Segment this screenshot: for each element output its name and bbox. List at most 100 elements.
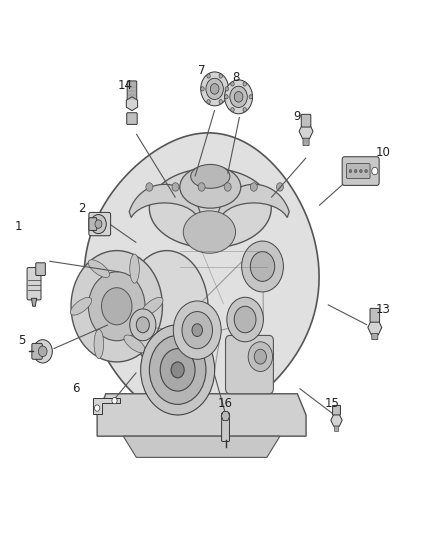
Circle shape [192,324,202,336]
Text: 9: 9 [293,110,301,124]
Circle shape [231,82,234,86]
FancyBboxPatch shape [370,309,380,322]
Circle shape [171,362,184,378]
Ellipse shape [130,254,139,283]
Circle shape [219,74,223,78]
Text: 10: 10 [376,146,391,159]
FancyBboxPatch shape [222,413,230,441]
Text: 16: 16 [218,397,233,410]
Circle shape [33,340,52,363]
FancyBboxPatch shape [346,164,370,179]
Ellipse shape [88,260,110,278]
Circle shape [160,349,195,391]
Circle shape [39,346,47,357]
Text: 1: 1 [15,220,22,233]
Circle shape [112,398,117,404]
Circle shape [71,251,162,362]
Text: 8: 8 [233,71,240,84]
Circle shape [225,80,253,114]
Circle shape [231,108,234,112]
Circle shape [251,252,275,281]
Circle shape [207,74,210,78]
Circle shape [276,183,283,191]
Polygon shape [32,298,37,306]
Circle shape [349,169,352,173]
Polygon shape [93,398,120,414]
Circle shape [198,183,205,191]
FancyBboxPatch shape [303,138,309,146]
FancyBboxPatch shape [301,114,311,127]
Ellipse shape [180,166,241,208]
Circle shape [234,306,256,333]
Circle shape [227,297,263,342]
Polygon shape [123,436,280,457]
Polygon shape [84,133,319,421]
Circle shape [254,349,266,364]
Ellipse shape [142,297,163,315]
FancyBboxPatch shape [334,426,339,431]
Polygon shape [221,411,230,421]
Text: 2: 2 [78,201,86,215]
FancyBboxPatch shape [127,113,137,124]
Circle shape [95,220,102,228]
FancyBboxPatch shape [127,81,137,103]
Polygon shape [331,414,342,426]
Circle shape [243,108,247,112]
Ellipse shape [124,335,145,353]
Circle shape [88,272,145,341]
Circle shape [201,72,229,106]
Circle shape [95,405,100,411]
Circle shape [172,183,179,191]
Circle shape [225,95,228,99]
FancyBboxPatch shape [332,406,340,415]
Ellipse shape [94,329,104,359]
Circle shape [234,92,243,102]
FancyBboxPatch shape [342,157,379,185]
Ellipse shape [125,251,208,367]
Circle shape [251,183,257,191]
Polygon shape [299,124,313,139]
FancyBboxPatch shape [36,263,46,276]
Ellipse shape [71,297,92,315]
Ellipse shape [149,168,271,248]
Circle shape [372,167,378,175]
FancyBboxPatch shape [27,268,41,300]
FancyBboxPatch shape [226,335,273,394]
Polygon shape [368,320,382,335]
FancyBboxPatch shape [89,213,111,236]
Circle shape [225,87,229,91]
Circle shape [146,183,153,191]
Circle shape [136,317,149,333]
Circle shape [141,325,215,415]
Circle shape [248,342,272,372]
Text: 5: 5 [18,334,26,347]
FancyBboxPatch shape [372,333,378,340]
Text: 7: 7 [198,64,205,77]
Ellipse shape [191,165,230,188]
Circle shape [210,84,219,94]
Circle shape [149,335,206,405]
Circle shape [360,169,362,173]
Circle shape [91,215,106,233]
Circle shape [243,82,247,86]
Circle shape [219,100,223,104]
Circle shape [249,95,253,99]
Text: 6: 6 [72,382,79,395]
Circle shape [102,288,132,325]
Circle shape [230,86,247,108]
Circle shape [224,183,231,191]
Ellipse shape [184,211,236,253]
Circle shape [206,78,223,100]
Circle shape [207,100,210,104]
Polygon shape [97,394,306,436]
FancyBboxPatch shape [89,217,97,230]
Polygon shape [126,97,138,111]
Polygon shape [129,184,200,217]
Circle shape [242,241,283,292]
Circle shape [173,301,221,359]
Text: 13: 13 [376,303,391,317]
Circle shape [201,87,204,91]
Circle shape [130,309,156,341]
Circle shape [365,169,367,173]
Circle shape [182,312,212,349]
